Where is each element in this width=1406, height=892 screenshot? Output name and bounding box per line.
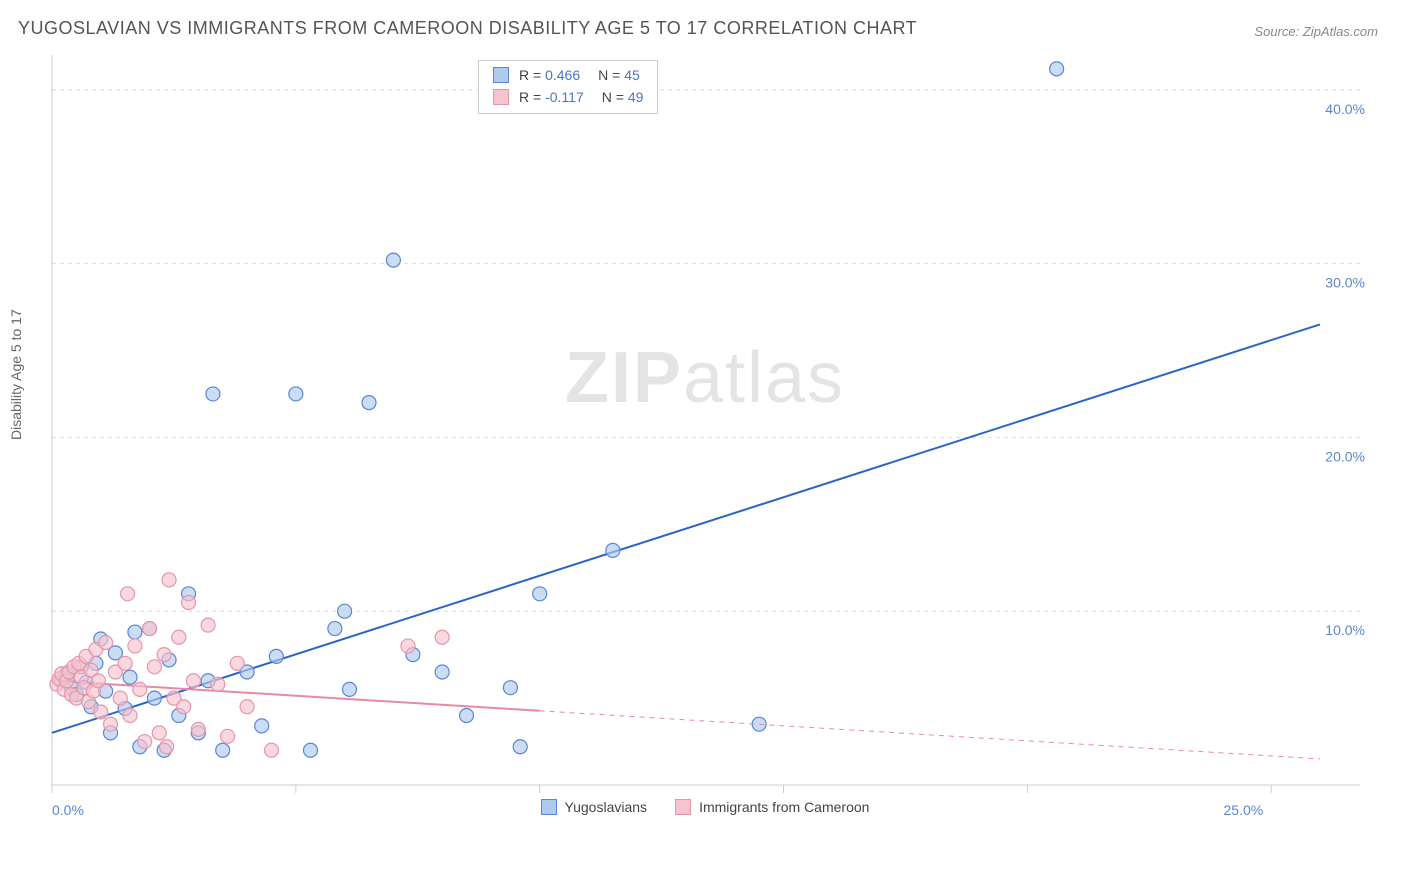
legend-label: Yugoslavians — [565, 799, 648, 815]
legend-label: Immigrants from Cameroon — [699, 799, 869, 815]
n-value: N = 45 — [598, 64, 640, 86]
legend-item-series2: Immigrants from Cameroon — [675, 799, 869, 815]
svg-text:20.0%: 20.0% — [1325, 448, 1365, 464]
stats-swatch-icon — [493, 67, 509, 83]
svg-text:10.0%: 10.0% — [1325, 622, 1365, 638]
chart-container: YUGOSLAVIAN VS IMMIGRANTS FROM CAMEROON … — [0, 0, 1406, 892]
stats-swatch-icon — [493, 89, 509, 105]
scatter-plot: 10.0%20.0%30.0%40.0%0.0%25.0% ZIPatlas Y… — [40, 55, 1370, 825]
svg-text:40.0%: 40.0% — [1325, 101, 1365, 117]
stats-row-series1: R = 0.466 N = 45 — [493, 64, 643, 86]
r-value: R = -0.117 — [519, 86, 584, 108]
source-attribution: Source: ZipAtlas.com — [1254, 24, 1378, 39]
n-value: N = 49 — [602, 86, 644, 108]
y-axis-label: Disability Age 5 to 17 — [8, 309, 24, 440]
legend-swatch-blue — [541, 799, 557, 815]
stats-row-series2: R = -0.117 N = 49 — [493, 86, 643, 108]
correlation-stats-box: R = 0.466 N = 45 R = -0.117 N = 49 — [478, 60, 658, 114]
chart-title: YUGOSLAVIAN VS IMMIGRANTS FROM CAMEROON … — [18, 18, 917, 39]
legend-swatch-pink — [675, 799, 691, 815]
r-value: R = 0.466 — [519, 64, 580, 86]
series-legend: Yugoslavians Immigrants from Cameroon — [40, 799, 1370, 815]
legend-item-series1: Yugoslavians — [541, 799, 648, 815]
svg-text:30.0%: 30.0% — [1325, 275, 1365, 291]
